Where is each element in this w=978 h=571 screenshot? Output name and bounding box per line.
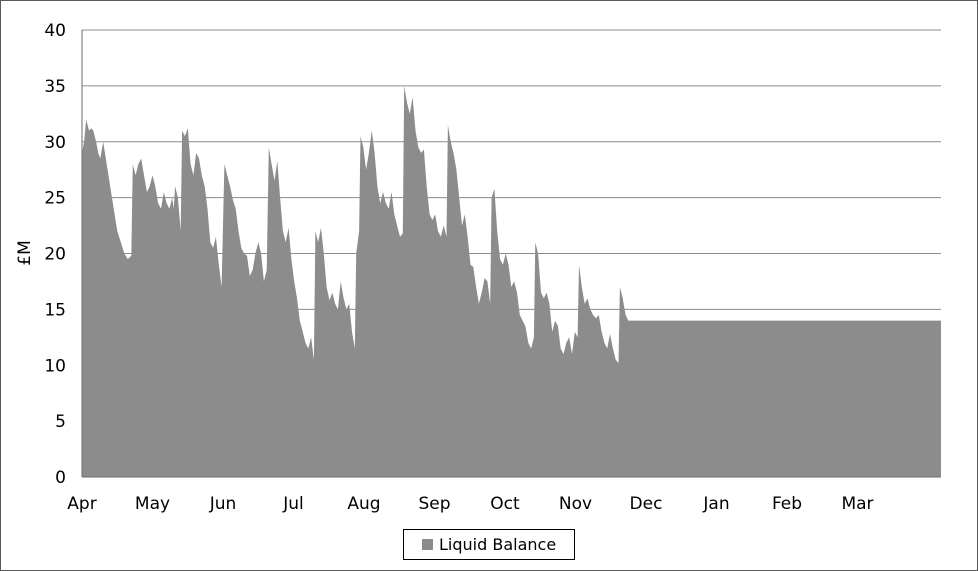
y-tick-label: 20 [44, 245, 66, 265]
x-tick-label: Mar [841, 494, 873, 514]
y-tick-label: 25 [44, 189, 66, 209]
x-tick-label: Oct [490, 494, 520, 514]
y-axis-label: £M [15, 240, 35, 265]
x-tick-label: Aug [347, 494, 380, 514]
legend-label: Liquid Balance [439, 535, 557, 554]
y-tick-label: 15 [44, 300, 66, 320]
y-tick-label: 30 [44, 133, 66, 153]
x-tick-label: Jun [209, 494, 237, 514]
x-tick-label: Apr [67, 494, 96, 514]
x-tick-label: Jul [282, 494, 304, 514]
y-tick-label: 5 [55, 412, 66, 432]
axes [81, 30, 941, 478]
y-tick-label: 35 [44, 77, 66, 97]
y-tick-label: 40 [44, 21, 66, 41]
series-area-liquid-balance [82, 85, 941, 478]
area-layer [82, 85, 941, 478]
x-tick-labels: Apr May Jun Jul Aug Sep Oct Nov Dec Jan Feb Mar [67, 494, 873, 514]
y-tick-label: 10 [44, 356, 66, 376]
x-tick-label: Nov [559, 494, 592, 514]
legend: Liquid Balance [403, 529, 575, 560]
x-tick-label: Jan [702, 494, 729, 514]
x-tick-label: Feb [772, 494, 802, 514]
x-tick-label: Sep [418, 494, 450, 514]
y-tick-labels: 0 5 10 15 20 25 30 35 40 [44, 21, 66, 488]
x-tick-label: Dec [630, 494, 663, 514]
y-tick-label: 0 [55, 468, 66, 488]
x-tick-label: May [135, 494, 170, 514]
legend-swatch [422, 539, 433, 550]
